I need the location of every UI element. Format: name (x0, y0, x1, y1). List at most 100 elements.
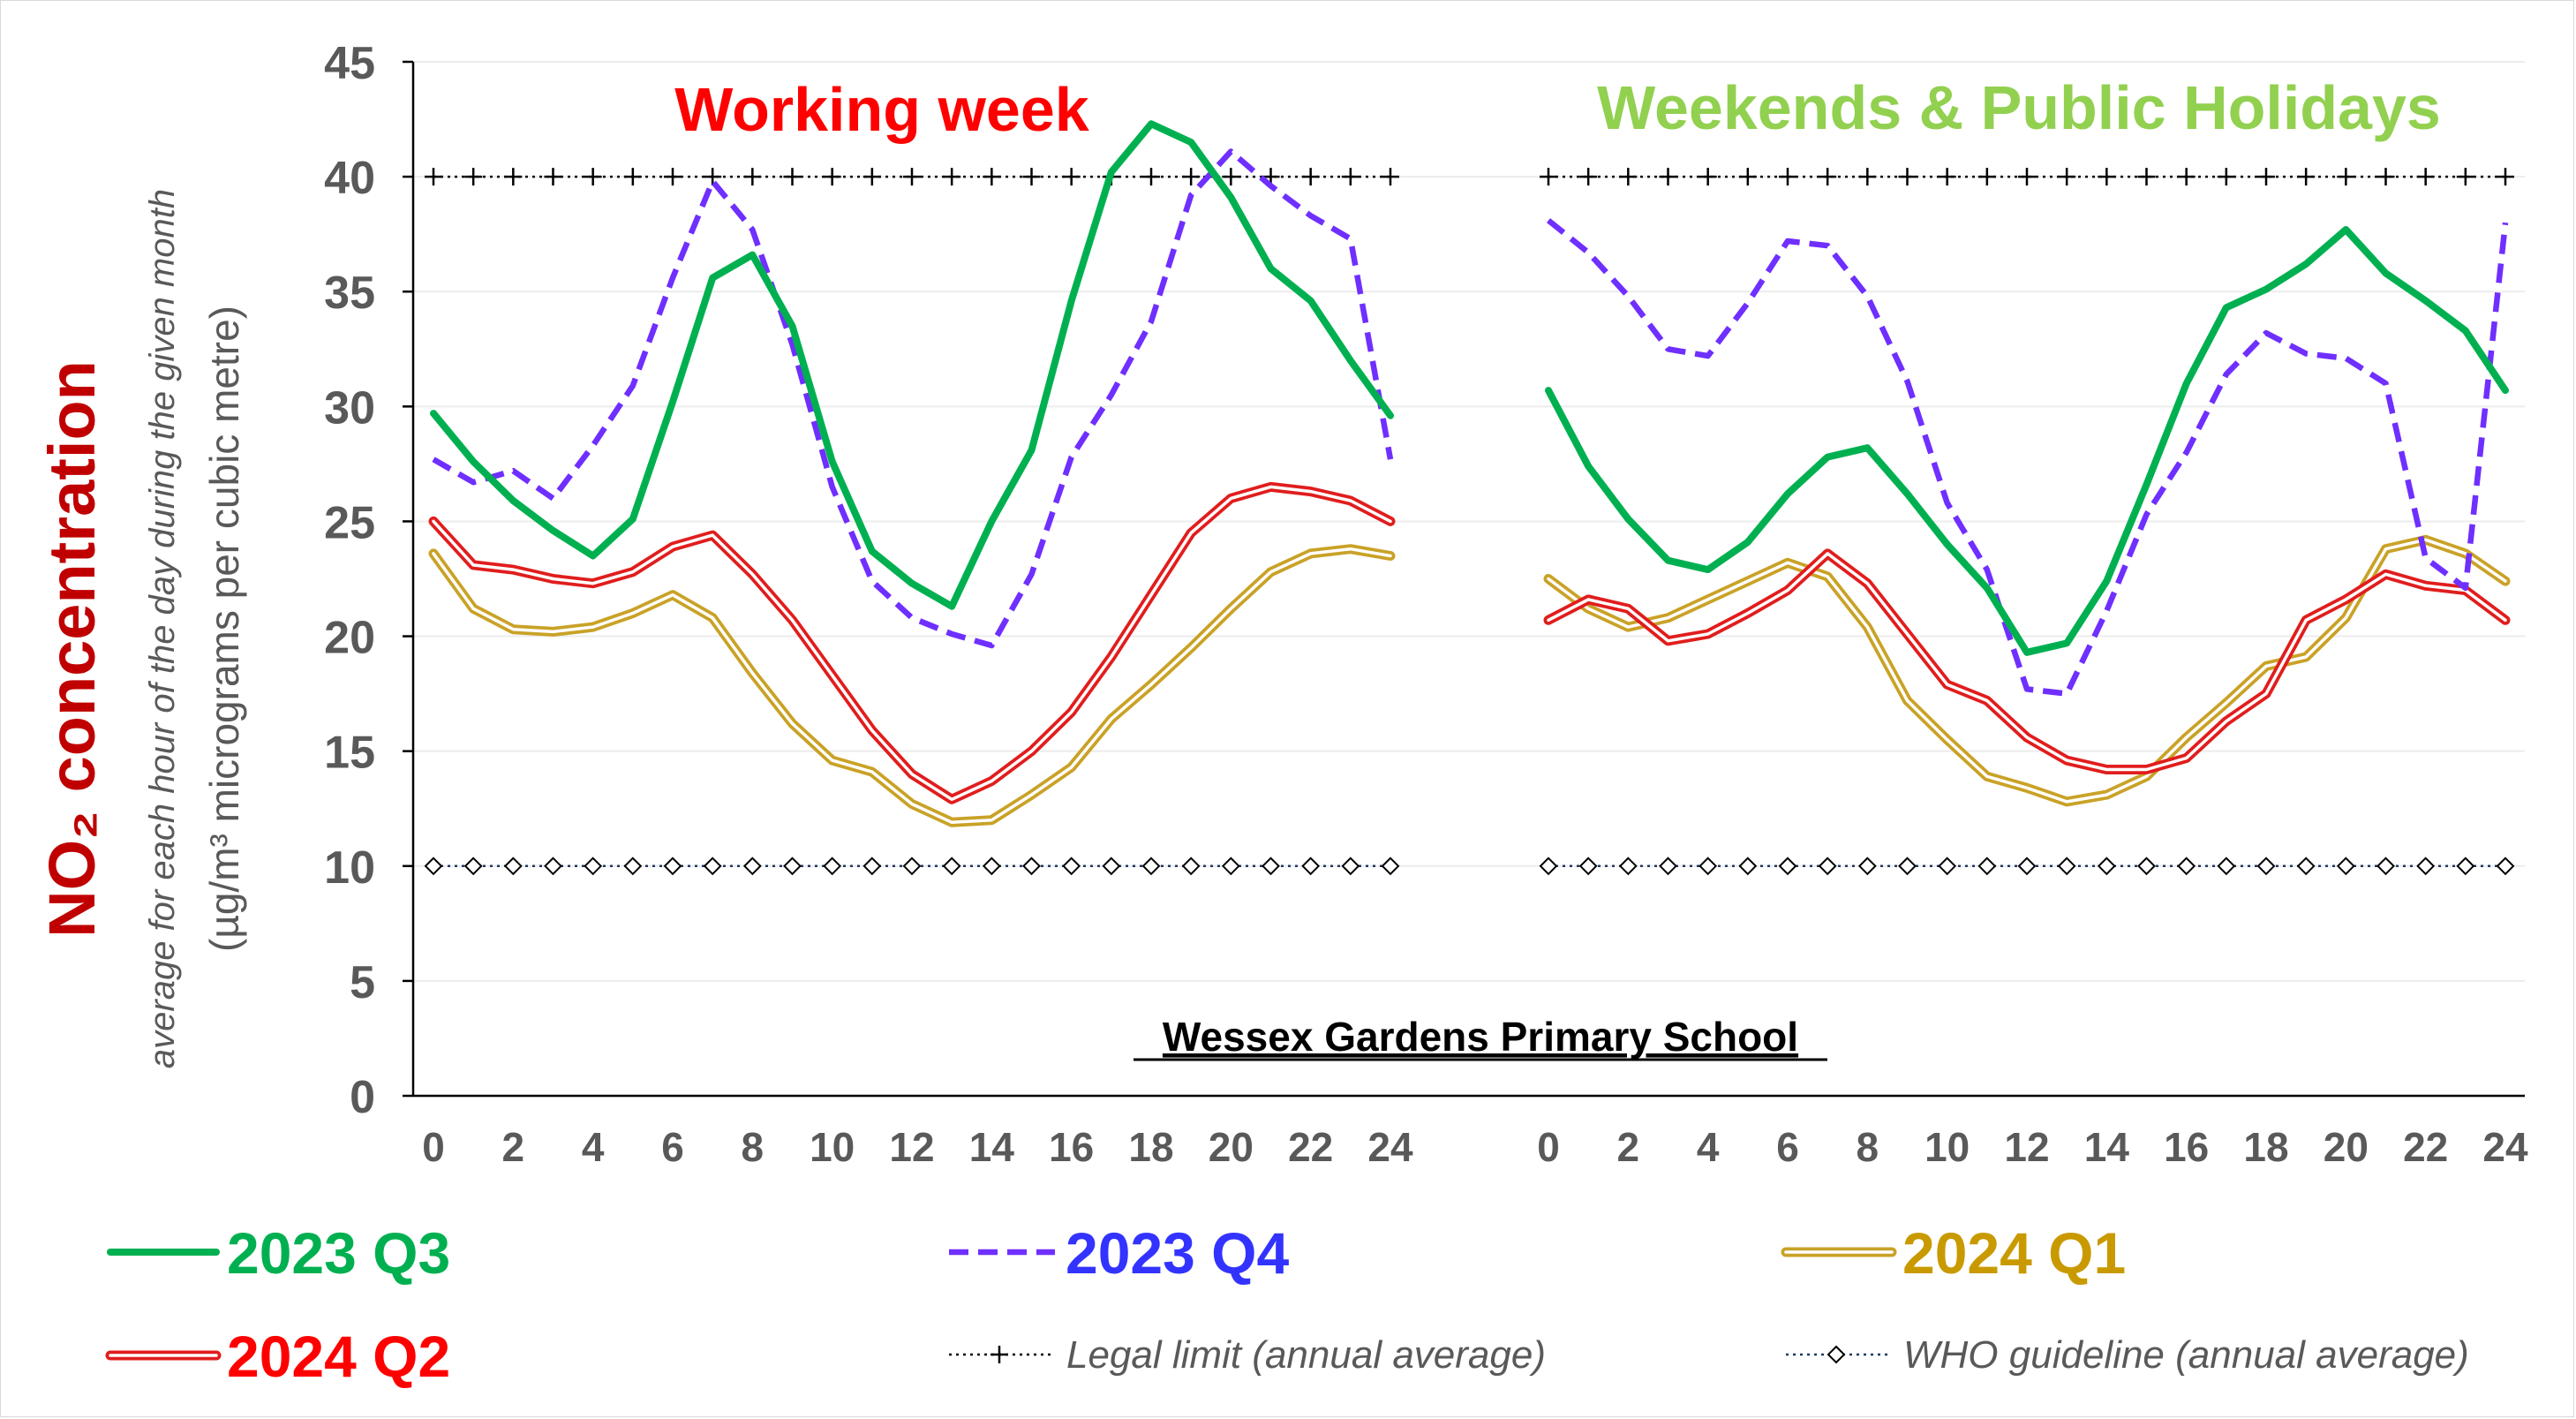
x-tick-label-p1-20: 20 (2324, 1124, 2369, 1170)
y-tick-label-30: 30 (324, 382, 375, 434)
who-marker-p1-4 (1699, 857, 1718, 876)
who-marker-p1-0 (1539, 857, 1558, 876)
legal-marker-p1-14 (2098, 168, 2116, 186)
legal-marker-p1-6 (1779, 168, 1796, 186)
legal-marker-p0-16 (1062, 168, 1081, 186)
reference-lines (424, 168, 2515, 876)
y-axis-units: (µg/m³ micrograms per cubic metre) (201, 306, 247, 952)
x-tick-label-p0-20: 20 (1209, 1124, 1254, 1170)
legal-marker-p0-22 (1301, 168, 1320, 186)
who-marker-p0-1 (463, 857, 483, 876)
series-line-q2-p0 (428, 481, 1396, 804)
x-tick-label-p0-22: 22 (1288, 1124, 1333, 1170)
x-tick-label-p1-2: 2 (1617, 1124, 1640, 1170)
legal-marker-p1-13 (2058, 168, 2076, 186)
y-tick-label-25: 25 (324, 497, 375, 548)
series-line-q1-p0 (428, 544, 1396, 827)
x-tick-label-p1-16: 16 (2164, 1124, 2209, 1170)
who-marker-p0-8 (742, 857, 762, 876)
legal-marker-p0-7 (704, 168, 722, 186)
x-tick-label-p1-22: 22 (2403, 1124, 2448, 1170)
panel-title-weekends: Weekends & Public Holidays (1597, 73, 2441, 142)
x-tick-label-p0-8: 8 (742, 1124, 765, 1170)
y-tick-label-0: 0 (350, 1072, 375, 1123)
who-marker-p0-18 (1141, 857, 1161, 876)
who-marker-p1-3 (1659, 857, 1677, 876)
legal-marker-p1-1 (1579, 168, 1598, 186)
who-marker-p0-22 (1301, 857, 1321, 876)
gridlines (403, 60, 2525, 1098)
who-marker-p1-17 (2217, 857, 2236, 876)
legal-marker-p1-8 (1858, 168, 1877, 186)
who-marker-p1-2 (1618, 857, 1638, 876)
x-tick-label-p0-2: 2 (502, 1124, 525, 1170)
who-marker-p1-21 (2376, 857, 2395, 876)
legal-marker-p1-4 (1699, 168, 1717, 186)
series-line-q2-p1-inner (1547, 552, 2507, 772)
x-tick-label-p1-24: 24 (2482, 1124, 2528, 1170)
x-tick-label-p1-14: 14 (2084, 1124, 2130, 1170)
who-marker-p1-23 (2456, 857, 2475, 876)
legend-label-legal: Legal limit (annual average) (1066, 1333, 1546, 1377)
x-tick-label-p1-8: 8 (1857, 1124, 1879, 1170)
legal-marker-p0-23 (1341, 168, 1360, 186)
legal-marker-p1-18 (2257, 168, 2275, 186)
y-tick-label-40: 40 (324, 153, 375, 204)
legal-marker-p0-9 (783, 168, 802, 186)
who-marker-p1-13 (2057, 857, 2076, 876)
who-marker-p0-12 (902, 857, 922, 876)
who-marker-p0-23 (1341, 857, 1360, 876)
legal-marker-p0-10 (823, 168, 841, 186)
legal-marker-p1-17 (2217, 168, 2235, 186)
x-tick-label-p0-6: 6 (661, 1124, 684, 1170)
who-marker-p0-7 (703, 857, 722, 876)
y-tick-labels: 0 5 10 15 20 25 30 35 40 45 (324, 38, 375, 1123)
legal-marker-p0-18 (1142, 168, 1160, 186)
legal-marker-p0-6 (664, 168, 682, 186)
y-tick-label-15: 15 (324, 728, 375, 779)
who-marker-p1-11 (1977, 857, 1997, 876)
x-tick-label-p0-18: 18 (1128, 1124, 1173, 1170)
legal-marker-p1-7 (1819, 168, 1837, 186)
y-axis-title: NO₂ concentration (35, 360, 109, 938)
y-axis-subtitle: average for each hour of the day during … (143, 189, 182, 1068)
legal-marker-p0-13 (943, 168, 961, 186)
x-tick-label-p0-4: 4 (582, 1124, 605, 1170)
who-marker-p1-9 (1898, 857, 1917, 876)
y-tick-label-10: 10 (324, 842, 375, 894)
x-tick-label-p0-12: 12 (889, 1124, 934, 1170)
site-label: Wessex Gardens Primary School (1163, 1014, 1798, 1060)
who-marker-p0-6 (663, 857, 682, 876)
legal-marker-p0-4 (584, 168, 602, 186)
series-lines (428, 120, 2511, 827)
who-marker-p0-19 (1181, 857, 1201, 876)
x-tick-label-p1-10: 10 (1924, 1124, 1970, 1170)
legal-marker-p1-16 (2177, 168, 2196, 186)
y-tick-label-20: 20 (324, 613, 375, 664)
who-marker-p0-17 (1102, 857, 1121, 876)
who-marker-p0-11 (862, 857, 882, 876)
legal-marker-p1-15 (2137, 168, 2156, 186)
who-marker-p0-5 (623, 857, 643, 876)
x-tick-label-p0-16: 16 (1049, 1124, 1094, 1170)
legal-marker-p1-21 (2376, 168, 2395, 186)
series-line-q1-p0-inner (432, 547, 1392, 825)
legal-marker-p1-23 (2456, 168, 2474, 186)
legal-marker-p1-20 (2337, 168, 2355, 186)
legal-marker-p1-0 (1540, 168, 1557, 186)
x-tick-label-p0-0: 0 (422, 1124, 445, 1170)
who-marker-p0-2 (503, 857, 523, 876)
x-tick-label-p0-24: 24 (1367, 1124, 1413, 1170)
legend-label-q3: 2023 Q3 (227, 1220, 450, 1286)
legal-marker-p0-24 (1382, 168, 1399, 186)
x-tick-labels: 0 2 4 6 8 10 12 14 16 18 20 22 24 0 2 4 6 8 10 12 14 16 18 20 22… (422, 1124, 2528, 1170)
legal-marker-p0-11 (862, 168, 881, 186)
legal-marker-p0-20 (1222, 168, 1240, 186)
x-tick-label-p0-10: 10 (810, 1124, 855, 1170)
legal-marker-p1-12 (2018, 168, 2036, 186)
y-tick-label-35: 35 (324, 268, 375, 319)
legend-label-who: WHO guideline (annual average) (1903, 1333, 2469, 1377)
who-marker-p1-24 (2496, 857, 2515, 876)
legend-marker-who (1827, 1345, 1846, 1364)
